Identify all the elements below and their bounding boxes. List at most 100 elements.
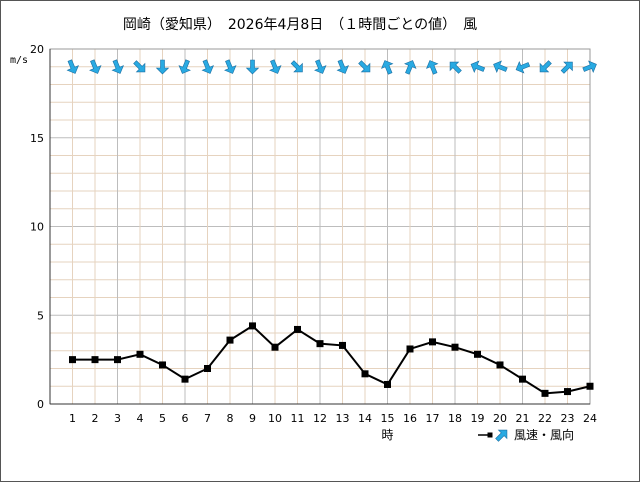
arrow-shape	[224, 59, 237, 74]
wind-speed-point	[406, 345, 414, 353]
x-axis-label: 時	[381, 428, 393, 442]
wind-direction-arrow	[89, 59, 102, 74]
legend-label: 風速・風向	[514, 427, 574, 442]
arrow-shape	[582, 60, 597, 73]
wind-speed-line	[72, 324, 591, 395]
wind-direction-arrow	[515, 61, 531, 74]
wind-direction-arrow	[358, 60, 371, 73]
arrow-shape	[515, 61, 531, 74]
x-tick-label: 19	[471, 412, 485, 425]
arrow-shape	[539, 60, 552, 73]
wind-speed-point	[339, 341, 346, 349]
wind-speed-point	[181, 375, 189, 383]
y-tick-label: 10	[30, 221, 44, 234]
wind-direction-arrow	[245, 59, 260, 75]
x-tick-label: 21	[516, 412, 530, 425]
arrow-shape	[358, 60, 371, 73]
arrow-shape	[269, 59, 282, 74]
x-tick-label: 12	[313, 412, 327, 425]
y-axis-label: m/s	[10, 55, 29, 66]
chart-title: 岡崎（愛知県） 2026年4月8日 （１時間ごとの値） 風	[122, 17, 478, 33]
arrow-shape	[290, 60, 303, 73]
wind-direction-arrow	[560, 61, 573, 74]
arrow-shape	[560, 61, 573, 74]
grid-lines	[50, 49, 591, 404]
wind-speed-point	[564, 388, 571, 396]
wind-speed-point	[429, 338, 436, 346]
x-tick-label: 9	[249, 412, 256, 425]
x-tick-label: 16	[403, 412, 417, 425]
x-tick-label: 7	[204, 412, 211, 425]
arrow-shape	[133, 60, 146, 73]
wind-speed-point	[91, 356, 99, 364]
wind-speed-point	[541, 389, 549, 397]
x-tick-label: 18	[448, 412, 462, 425]
wind-speed-point	[451, 343, 459, 351]
x-tick-label: 3	[114, 412, 121, 425]
wind-speed-point	[316, 340, 324, 348]
wind-direction-arrow	[111, 59, 124, 74]
arrow-shape	[495, 429, 508, 442]
wind-direction-arrow	[404, 60, 417, 75]
arrow-shape	[89, 59, 102, 74]
arrow-shape	[381, 60, 394, 75]
wind-speed-point	[204, 365, 211, 372]
wind-speed-point	[69, 356, 76, 364]
wind-direction-arrow	[314, 59, 327, 74]
wind-direction-arrow	[582, 60, 597, 73]
x-tick-label: 15	[381, 412, 395, 425]
wind-speed-point	[294, 325, 301, 333]
wind-speed-point	[586, 382, 594, 390]
x-tick-label: 24	[583, 412, 597, 425]
arrow-shape	[404, 60, 417, 75]
wind-direction-arrow	[133, 60, 146, 73]
x-tick-label: 2	[92, 412, 99, 425]
legend-point-sample	[487, 432, 493, 438]
y-tick-label: 0	[37, 398, 44, 411]
x-tick-label: 11	[291, 412, 305, 425]
arrow-shape	[178, 59, 191, 74]
wind-direction-arrow	[224, 59, 237, 74]
wind-direction-arrow	[336, 59, 349, 74]
arrow-shape	[155, 59, 170, 75]
arrow-shape	[314, 59, 327, 74]
wind-direction-arrow	[493, 60, 508, 73]
x-tick-label: 8	[227, 412, 234, 425]
wind-speed-point	[519, 375, 526, 383]
wind-direction-arrow	[66, 59, 79, 74]
arrow-shape	[426, 60, 439, 75]
wind-direction-arrow	[269, 59, 282, 74]
wind-speed-point	[226, 336, 234, 344]
x-tick-label: 10	[268, 412, 282, 425]
wind-direction-arrow	[290, 60, 303, 73]
arrow-shape	[66, 59, 79, 74]
arrow-shape	[493, 60, 508, 73]
y-tick-label: 5	[37, 309, 44, 322]
y-tick-label: 15	[30, 132, 44, 145]
arrow-shape	[336, 59, 349, 74]
wind-direction-arrow	[426, 60, 439, 75]
x-tick-label: 4	[137, 412, 144, 425]
wind-speed-point	[361, 370, 369, 378]
wind-speed-point	[249, 322, 256, 330]
x-tick-label: 5	[159, 412, 166, 425]
x-tick-label: 13	[336, 412, 350, 425]
arrow-shape	[449, 61, 462, 74]
arrow-shape	[111, 59, 124, 74]
wind-speed-point	[114, 356, 121, 364]
y-tick-label: 20	[30, 43, 44, 56]
x-tick-label: 20	[493, 412, 507, 425]
x-tick-label: 14	[358, 412, 372, 425]
x-tick-label: 17	[426, 412, 440, 425]
x-tick-label: 1	[69, 412, 76, 425]
wind-speed-point	[496, 361, 504, 369]
wind-speed-point	[384, 380, 391, 388]
wind-speed-point	[474, 350, 481, 358]
arrow-shape	[201, 59, 214, 74]
arrow-shape	[470, 60, 486, 73]
wind-direction-arrow	[155, 59, 170, 75]
arrow-shape	[245, 59, 260, 75]
wind-direction-arrow	[539, 60, 552, 73]
wind-direction-arrow	[201, 59, 214, 74]
